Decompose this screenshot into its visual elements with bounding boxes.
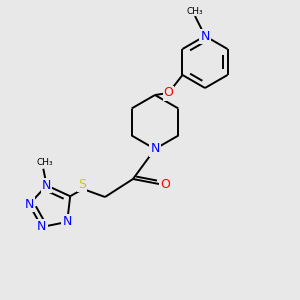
Text: CH₃: CH₃ <box>36 158 52 167</box>
Text: N: N <box>37 220 46 233</box>
Text: N: N <box>25 198 34 211</box>
Text: CH₃: CH₃ <box>187 7 203 16</box>
Text: N: N <box>42 179 51 192</box>
Text: N: N <box>200 29 210 43</box>
Text: O: O <box>160 178 170 190</box>
Text: S: S <box>78 178 86 190</box>
Text: N: N <box>150 142 160 155</box>
Text: N: N <box>62 215 72 228</box>
Text: O: O <box>164 86 173 100</box>
